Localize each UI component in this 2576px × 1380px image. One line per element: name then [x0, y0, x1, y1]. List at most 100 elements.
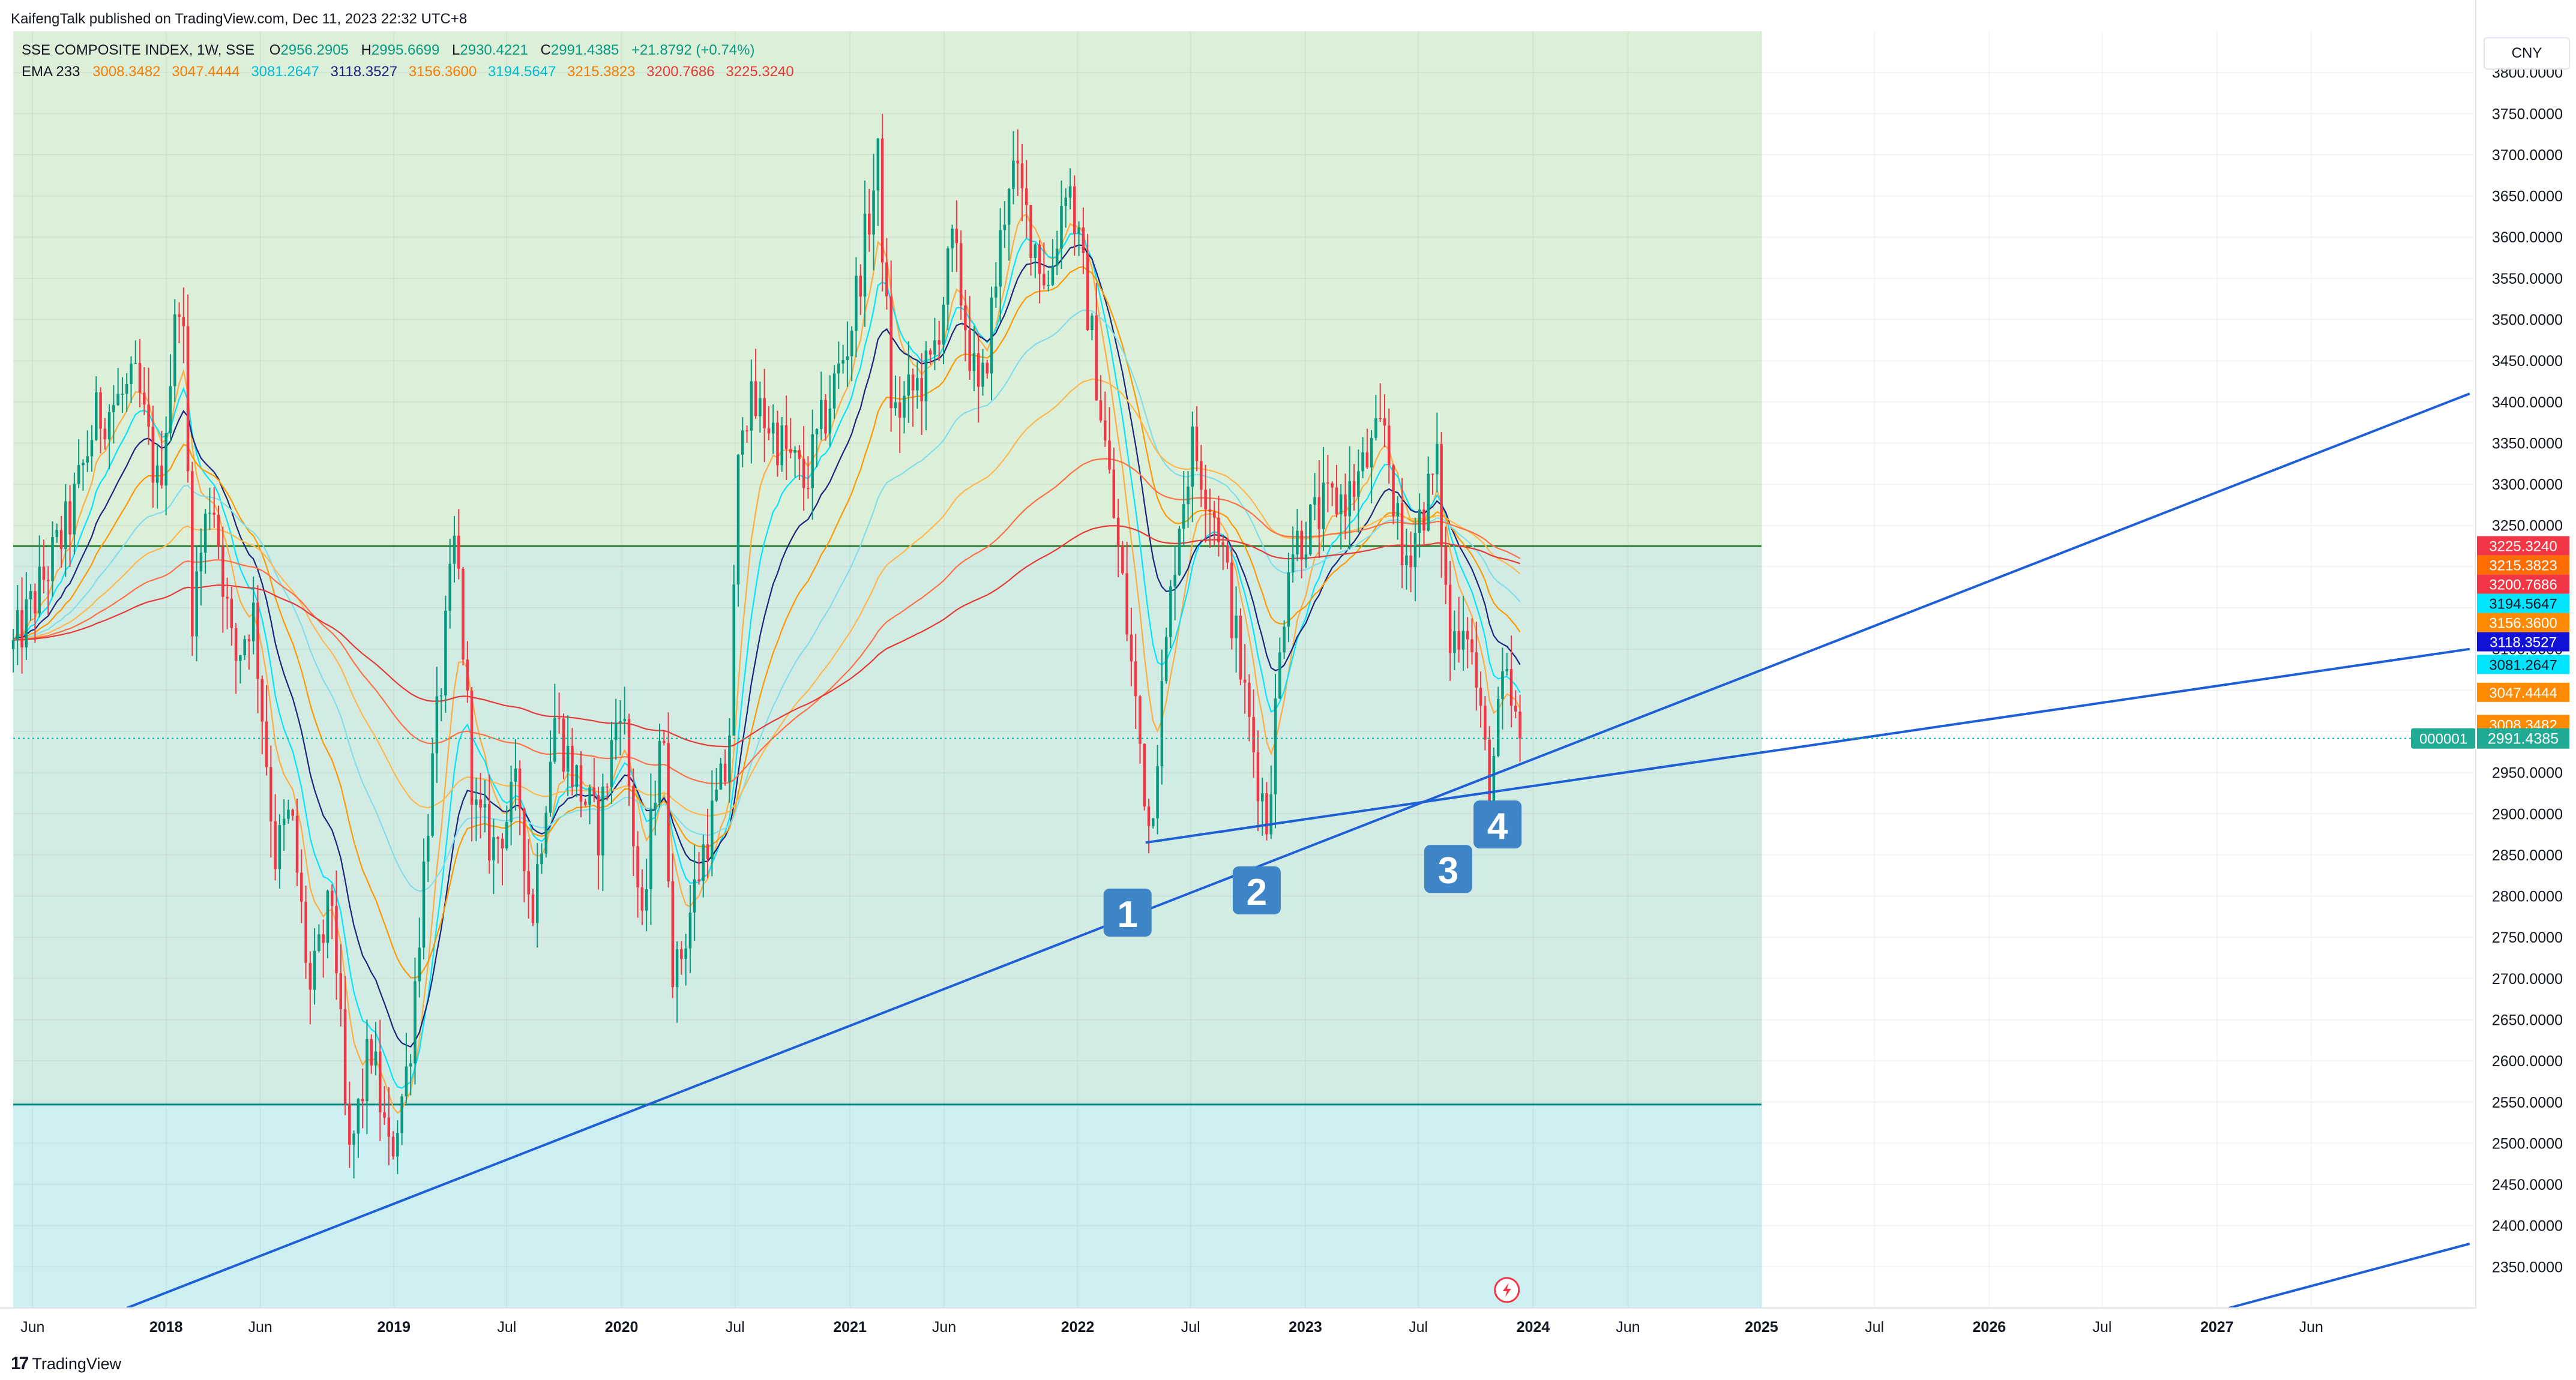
- trendlines[interactable]: [126, 392, 2470, 1309]
- candle: [479, 772, 482, 839]
- price-tick-label: 2450.0000: [2492, 1177, 2563, 1193]
- candle: [1038, 240, 1041, 304]
- ema-value: 3008.3482: [92, 64, 161, 80]
- candle-body: [195, 571, 198, 637]
- candle-body: [889, 296, 892, 409]
- candle-body: [16, 610, 19, 640]
- candle: [247, 634, 251, 670]
- ema-line: [13, 232, 1521, 1089]
- candle: [684, 934, 687, 986]
- grid: [13, 31, 2473, 1308]
- candle: [654, 781, 657, 836]
- candle: [470, 686, 474, 842]
- candle-body: [706, 844, 709, 860]
- candle-body: [1116, 517, 1120, 547]
- tradingview-logo[interactable]: 17 TradingView: [11, 1354, 121, 1374]
- candle-body: [55, 530, 59, 537]
- ema-tag-label: 3047.4444: [2489, 685, 2557, 701]
- candle-body: [592, 787, 596, 796]
- candle-body: [924, 350, 928, 401]
- ema-legend[interactable]: EMA 233 3008.3482 3047.4444 3081.2647 31…: [22, 64, 801, 80]
- candle-body: [916, 378, 919, 391]
- candle: [627, 713, 631, 806]
- candle: [1466, 617, 1469, 668]
- candle: [282, 799, 286, 851]
- ema-price-tag: 3225.3240: [2477, 536, 2569, 556]
- candle: [379, 1019, 382, 1141]
- candle-body: [1466, 631, 1469, 640]
- price-tick-label: 3600.0000: [2492, 229, 2563, 246]
- candle-body: [981, 362, 984, 387]
- marker-label: 4: [1487, 806, 1508, 847]
- candle-body: [1309, 505, 1312, 554]
- ema-line: [13, 458, 1521, 785]
- candle: [160, 431, 163, 489]
- candle-body: [370, 1039, 373, 1066]
- candle-body: [1492, 755, 1496, 812]
- marker-badge[interactable]: 4: [1473, 800, 1522, 849]
- trendline[interactable]: [126, 392, 2470, 1309]
- candle-body: [1125, 573, 1128, 635]
- candle: [409, 1054, 412, 1096]
- marker-badge[interactable]: 2: [1232, 866, 1281, 914]
- candle-body: [186, 326, 190, 472]
- lightning-icon[interactable]: [1494, 1277, 1520, 1303]
- candle: [99, 387, 102, 454]
- candle: [540, 843, 543, 874]
- ohlc-legend[interactable]: SSE COMPOSITE INDEX, 1W, SSE O2956.2905 …: [22, 42, 763, 59]
- candle: [1077, 221, 1080, 256]
- candle: [1060, 180, 1063, 269]
- candle: [34, 583, 37, 643]
- candle-body: [1077, 227, 1080, 234]
- ema-title[interactable]: EMA 233: [22, 64, 80, 80]
- candle-body: [798, 450, 801, 459]
- candle-body: [90, 440, 94, 457]
- candle: [64, 484, 67, 577]
- last-price-label: 2991.4385: [2488, 731, 2559, 748]
- candle: [824, 394, 827, 441]
- trendline[interactable]: [2228, 1242, 2470, 1309]
- candle: [955, 200, 958, 272]
- candle: [671, 853, 675, 998]
- candle: [1300, 520, 1303, 578]
- candle: [107, 404, 111, 469]
- candle: [25, 572, 28, 660]
- candle-body: [169, 386, 172, 433]
- candle: [531, 889, 535, 926]
- candle-body: [623, 719, 627, 721]
- ema-tag-label: 3200.7686: [2489, 577, 2557, 593]
- time-axis[interactable]: Jun 2018 Jun 2019 Jul 2020 Jul 2021 Jun 2022 Jul 20…: [0, 1308, 2476, 1356]
- candle-body: [1108, 440, 1111, 470]
- candle: [876, 138, 880, 226]
- candle-body: [182, 317, 185, 326]
- candle: [1296, 509, 1299, 562]
- candle-body: [208, 512, 211, 514]
- candle-body: [627, 719, 631, 786]
- marker-box: [1473, 800, 1522, 849]
- time-axis-bg: [0, 1308, 2476, 1356]
- markers[interactable]: 1 2 34: [1103, 800, 1522, 937]
- candle-body: [789, 449, 792, 453]
- trendline[interactable]: [1145, 647, 2470, 844]
- symbol-title[interactable]: SSE COMPOSITE INDEX, 1W, SSE: [22, 42, 255, 58]
- marker-badge[interactable]: 1: [1103, 889, 1152, 937]
- candle: [335, 870, 338, 1000]
- candle: [313, 928, 316, 1005]
- candle: [1248, 674, 1251, 742]
- price-tick-label: 2600.0000: [2492, 1053, 2563, 1070]
- candle-body: [1409, 555, 1412, 568]
- candle-body: [1509, 669, 1513, 706]
- candle: [959, 230, 963, 320]
- candle-body: [475, 799, 478, 805]
- candle-body: [588, 787, 591, 805]
- candle-body: [1226, 545, 1229, 563]
- candle-body: [1034, 244, 1037, 259]
- candle-body: [1370, 437, 1373, 468]
- candle: [68, 485, 71, 567]
- currency-button[interactable]: CNY: [2484, 37, 2570, 70]
- candle: [1112, 448, 1116, 519]
- candle-body: [42, 566, 46, 580]
- marker-badge[interactable]: 3: [1424, 845, 1473, 893]
- candle: [592, 757, 596, 802]
